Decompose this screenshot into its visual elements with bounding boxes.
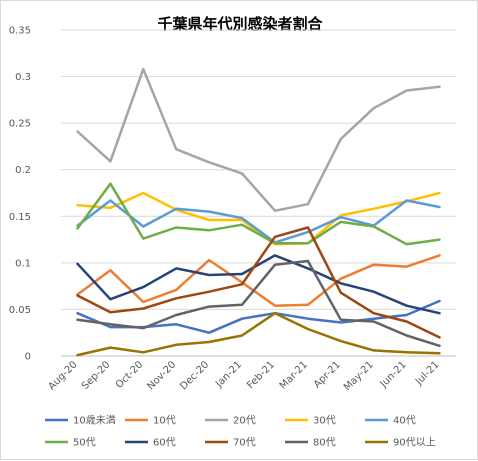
x-axis-ticks: Aug-20 Sep-20 Oct-20 Nov-20 Dec-20 Jan-21 Feb-…: [46, 359, 441, 393]
x-tick-label: Apr-21: [312, 359, 343, 390]
legend-item: 10歳未満: [45, 415, 116, 427]
y-tick-label: 0.15: [9, 212, 31, 223]
x-tick-label: Nov-20: [145, 359, 178, 392]
x-tick-label: Jul-21: [413, 359, 442, 388]
series-line: [76, 67, 441, 212]
series-line: [76, 254, 441, 315]
series-line: [76, 191, 441, 246]
legend-label: 70代: [233, 437, 256, 449]
series-line: [76, 259, 441, 348]
legend-label: 60代: [153, 437, 176, 449]
series-line: [76, 311, 441, 357]
legend-label: 10歳未満: [73, 415, 116, 427]
legend-label: 50代: [73, 437, 96, 449]
series-line: [76, 254, 441, 307]
y-tick-label: 0.1: [15, 258, 31, 269]
legend-item: 50代: [45, 437, 96, 449]
legend-item: 10代: [125, 415, 176, 427]
x-tick-label: May-21: [342, 359, 376, 393]
y-tick-label: 0: [25, 352, 31, 363]
y-tick-label: 0.2: [15, 165, 31, 176]
y-tick-label: 0.35: [9, 26, 31, 37]
series-line: [76, 199, 441, 244]
gridlines: [61, 29, 456, 357]
legend-item: 90代以上: [365, 437, 436, 449]
x-tick-label: Oct-20: [114, 359, 146, 391]
x-tick-label: Aug-20: [46, 359, 79, 392]
series-lines: [76, 67, 441, 357]
y-axis-ticks: 0 0.05 0.1 0.15 0.2 0.25 0.3 0.35: [9, 26, 31, 363]
legend-item: 60代: [125, 437, 176, 449]
series-line: [76, 182, 441, 246]
legend-label: 10代: [153, 415, 176, 427]
legend-item: 30代: [285, 415, 336, 427]
x-tick-label: Sep-20: [80, 359, 113, 392]
legend-item: 70代: [205, 437, 256, 449]
legend: 10歳未満 10代 20代 30代 40代 50代 60代 70代 80代 90代以上: [45, 415, 436, 449]
series-line: [76, 226, 441, 339]
y-tick-label: 0.25: [9, 119, 31, 130]
x-tick-label: Mar-21: [278, 359, 310, 391]
legend-label: 40代: [393, 415, 416, 427]
x-tick-label: Dec-20: [178, 359, 211, 392]
x-tick-label: Jun-21: [378, 359, 409, 390]
legend-label: 80代: [313, 437, 336, 449]
legend-label: 20代: [233, 415, 256, 427]
x-tick-label: Jan-21: [213, 359, 244, 390]
legend-item: 80代: [285, 437, 336, 449]
legend-item: 20代: [205, 415, 256, 427]
y-tick-label: 0.05: [9, 305, 31, 316]
legend-label: 90代以上: [393, 437, 436, 449]
y-tick-label: 0.3: [15, 72, 31, 83]
legend-item: 40代: [365, 415, 416, 427]
x-tick-label: Feb-21: [245, 359, 277, 391]
legend-label: 30代: [313, 415, 336, 427]
chart-title: 千葉県年代別感染者割合: [157, 15, 323, 33]
